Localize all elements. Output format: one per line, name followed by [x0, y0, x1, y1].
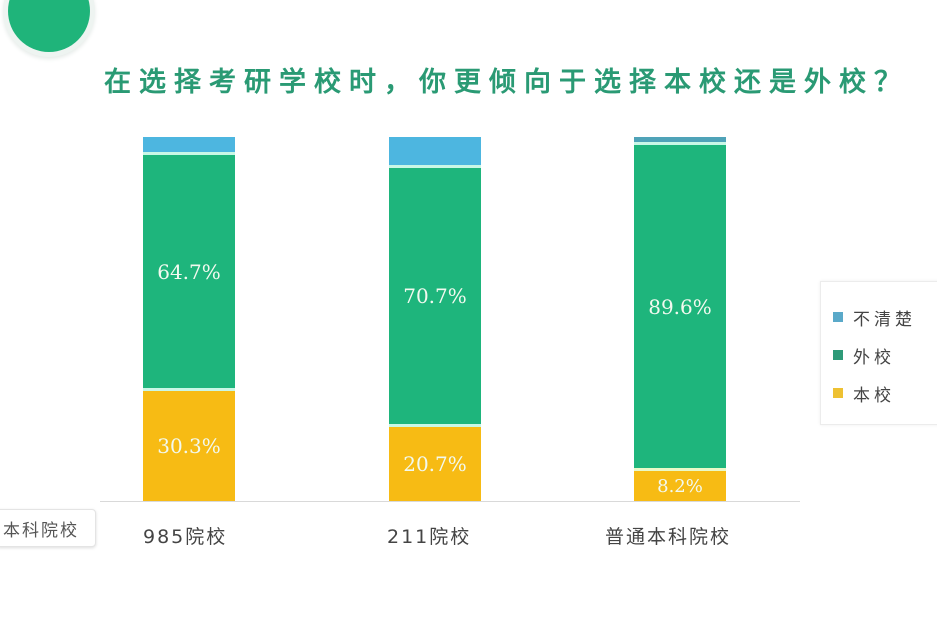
legend-item-own-school: 本校 [821, 374, 937, 412]
value-label: 70.7% [403, 284, 467, 308]
decorative-circle [8, 0, 90, 52]
legend: 不清楚 外校 本校 [820, 281, 937, 425]
legend-item-other-school: 外校 [821, 336, 937, 374]
value-label: 30.3% [157, 434, 221, 458]
legend-label: 不清楚 [853, 309, 916, 330]
segment-unclear [143, 137, 235, 155]
segment-own-school: 8.2% [634, 471, 726, 501]
x-label-211: 211院校 [387, 526, 472, 548]
value-label: 64.7% [157, 259, 221, 284]
legend-swatch-icon [833, 350, 843, 360]
side-tab[interactable]: 本科院校 [0, 509, 96, 547]
x-axis-line [100, 501, 800, 502]
value-label: 89.6% [648, 294, 712, 319]
legend-swatch-icon [833, 388, 843, 398]
bar-regular-undergrad: 89.6% 8.2% [634, 137, 726, 501]
bar-211: 70.7% 20.7% [389, 137, 481, 501]
segment-unclear [634, 137, 726, 145]
x-label-985: 985院校 [143, 526, 228, 548]
value-label: 8.2% [657, 475, 703, 497]
legend-label: 外校 [853, 347, 895, 368]
segment-unclear [389, 137, 481, 168]
segment-other-school: 89.6% [634, 145, 726, 471]
segment-own-school: 30.3% [143, 391, 235, 501]
legend-swatch-icon [833, 312, 843, 322]
x-label-regular-undergrad: 普通本科院校 [605, 526, 732, 548]
chart-title: 在选择考研学校时，你更倾向于选择本校还是外校？ [104, 67, 909, 98]
segment-own-school: 20.7% [389, 427, 481, 501]
segment-other-school: 64.7% [143, 155, 235, 391]
segment-other-school: 70.7% [389, 168, 481, 427]
legend-item-unclear: 不清楚 [821, 298, 937, 336]
bar-985: 64.7% 30.3% [143, 137, 235, 501]
legend-label: 本校 [853, 385, 895, 406]
value-label: 20.7% [403, 452, 467, 476]
